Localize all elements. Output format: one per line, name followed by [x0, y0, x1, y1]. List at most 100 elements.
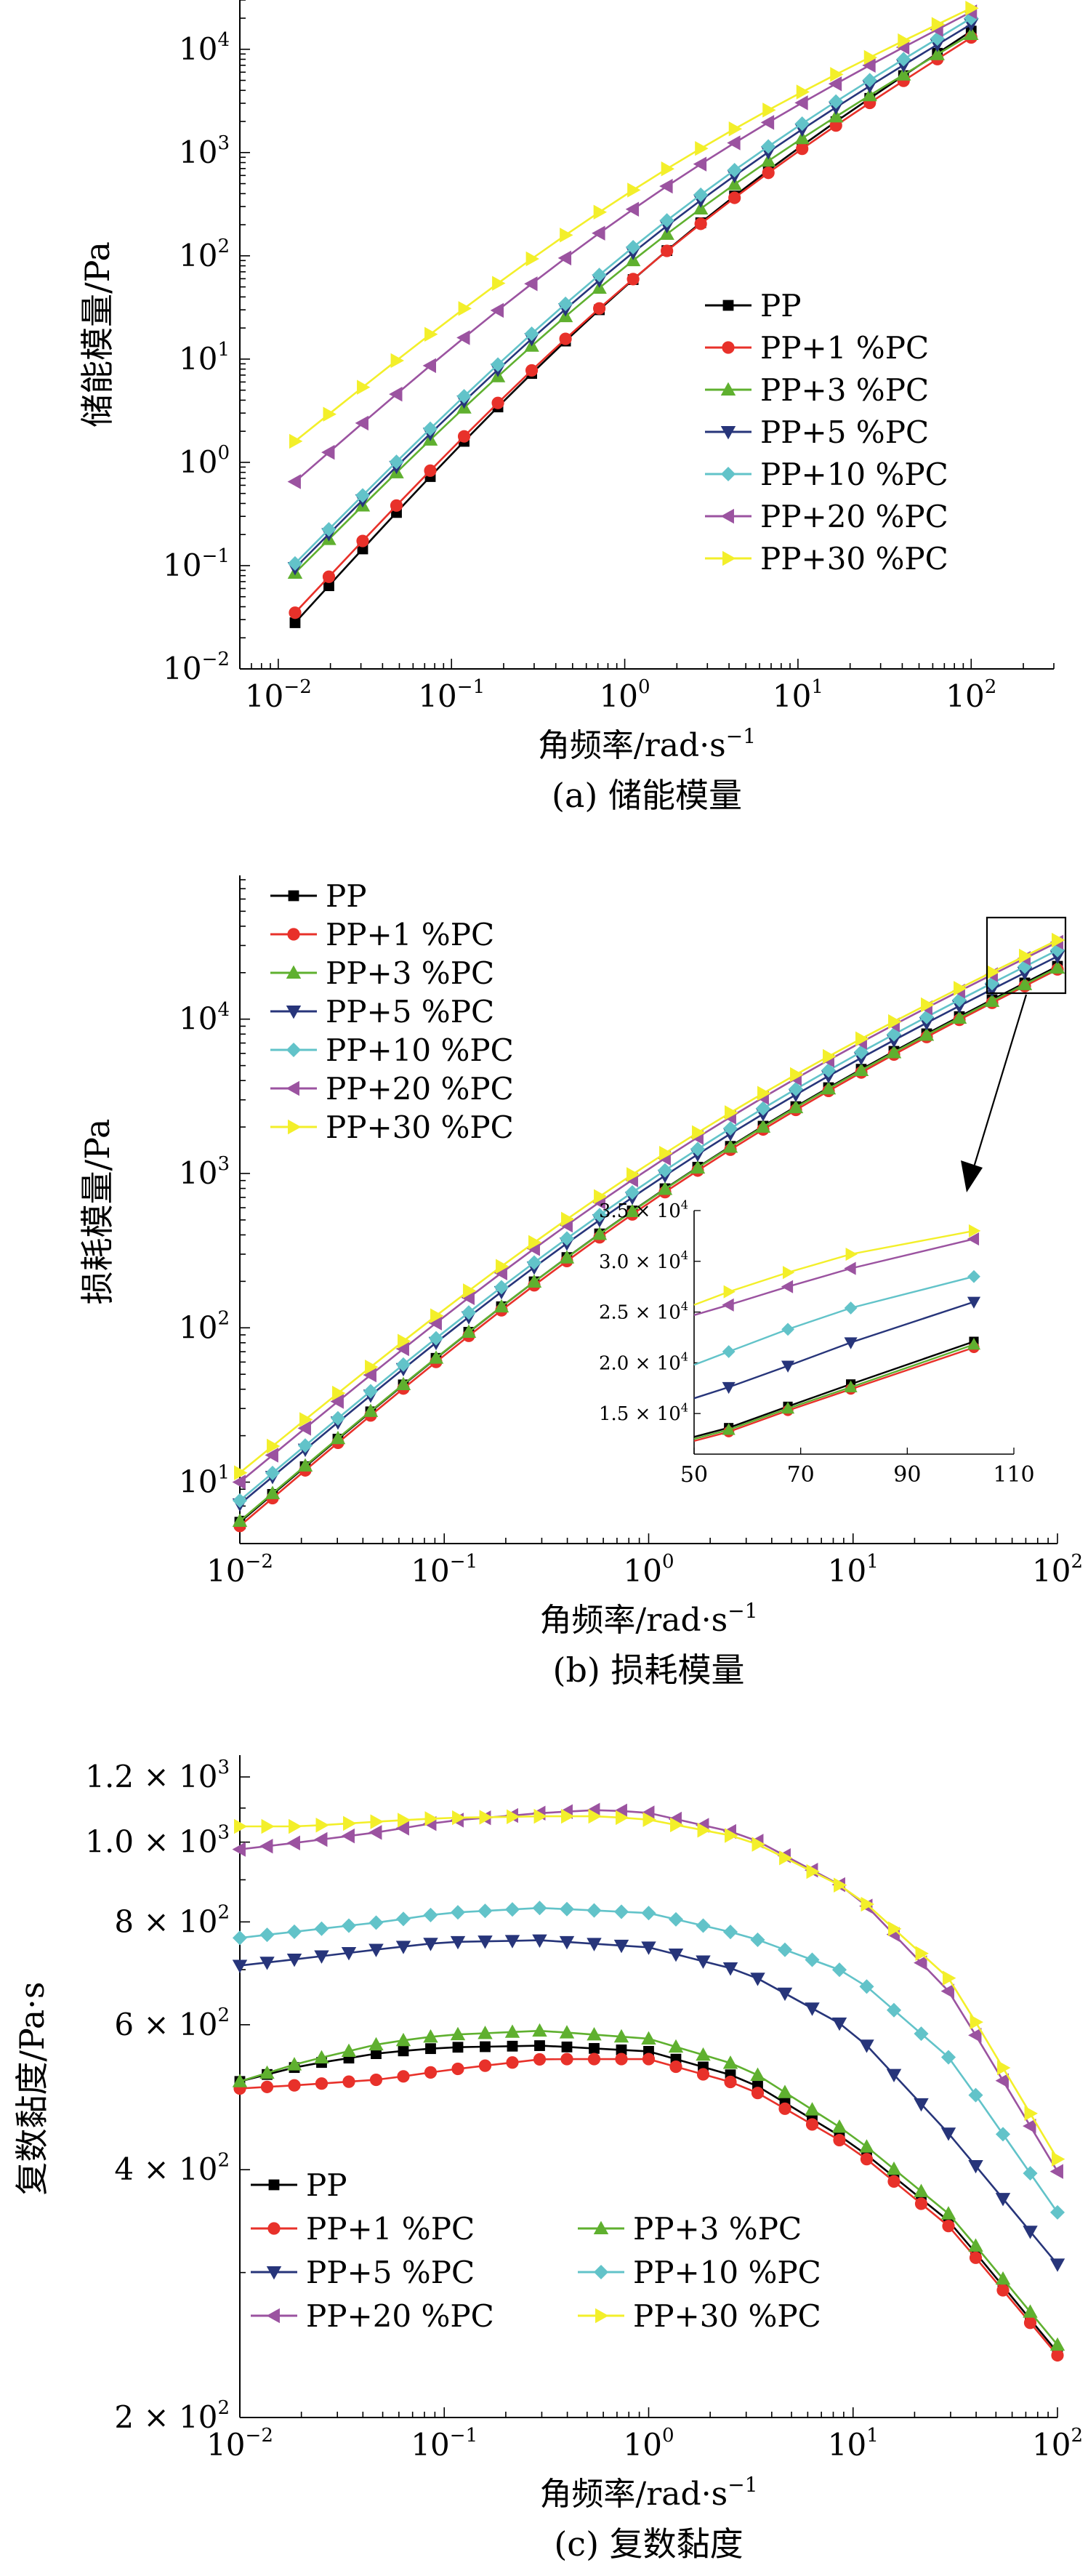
inset-series-pp-plus-3pct-pc [693, 1337, 981, 1440]
panel-c-point [942, 2220, 955, 2233]
panel-b-point [1052, 932, 1065, 948]
panel-c-point [587, 1903, 602, 1918]
panel-c-point [722, 1925, 738, 1940]
panel-c-point [968, 2087, 983, 2103]
panel-c-point [997, 2060, 1011, 2076]
panel-b-y-tick-label: 102 [179, 1307, 230, 1345]
panel-c-point [751, 2087, 765, 2100]
panel-b-legend-marker [288, 1119, 302, 1135]
panel-c-point [477, 1903, 493, 1919]
panel-a-point [525, 364, 539, 377]
panel-c-point [1049, 2164, 1063, 2179]
panel-c-point [232, 2074, 248, 2087]
panel-c-legend-label: PP+5 %PC [306, 2255, 475, 2290]
panel-a-legend-label: PP+3 %PC [760, 372, 929, 408]
zoom-box [986, 916, 1067, 995]
panel-b-point [493, 1280, 509, 1295]
panel-c-point [423, 1907, 438, 1922]
panel-c-point [368, 1915, 384, 1930]
panel-c-point [750, 1932, 765, 1947]
panel-c-y-tick-label: 4 × 102 [114, 2149, 230, 2187]
panel-b-series-pp-plus-3pct-pc [232, 960, 1065, 1527]
panel-a-point [457, 430, 471, 443]
panel-a-point [289, 433, 303, 449]
panel-c-point [834, 1877, 847, 1893]
panel-a-point [760, 153, 776, 167]
panel-c-legend-marker [595, 2308, 609, 2324]
panel-b-point [265, 1485, 281, 1499]
panel-c-point [424, 1811, 438, 1826]
inset-point [844, 1380, 858, 1392]
panel-c-point [368, 2037, 384, 2051]
panel-a-point [287, 555, 303, 571]
panel-c-point [341, 1828, 355, 1844]
inset-point [781, 1280, 794, 1293]
panel-b-y-tick-label: 104 [179, 999, 230, 1037]
panel-c-x-tick-label: 102 [1032, 2425, 1083, 2463]
panel-c-point [587, 2027, 602, 2041]
panel-c-x-label: 角频率/rad·s−1 [539, 2473, 757, 2513]
panel-a-legend-marker [722, 300, 734, 311]
panel-b-point [330, 1430, 346, 1445]
panel-a-x-tick-label: 102 [946, 676, 996, 714]
inset-line [693, 1340, 975, 1438]
panel-a-point [727, 135, 741, 151]
panel-c-series-pp-plus-5pct-pc [232, 1934, 1065, 2272]
panel-b-point [888, 1014, 902, 1030]
panel-c-point [286, 1835, 300, 1850]
inset-point [722, 1381, 736, 1395]
panel-a-point [898, 33, 911, 49]
panel-c-y-tick-label: 1.2 × 103 [85, 1757, 230, 1794]
panel-c-point [587, 1938, 602, 1951]
panel-a-point [896, 67, 911, 81]
panel-a-caption: (a) 储能模量 [552, 776, 742, 815]
panel-b-point [690, 1160, 706, 1174]
panel-a-point [560, 228, 573, 243]
inset-point [722, 1298, 734, 1312]
panel-c-point [561, 2041, 573, 2053]
panel-b-legend-label: PP+1 %PC [326, 917, 494, 952]
panel-c-point [940, 1983, 954, 1999]
inset-x-tick-label: 90 [893, 1462, 921, 1488]
panel-b-point [823, 1048, 837, 1064]
panel-c-legend-marker [268, 2179, 280, 2191]
panel-c-y-tick-label: 2 × 102 [114, 2397, 230, 2435]
panel-b-point [526, 1255, 542, 1270]
panel-c-point [560, 2053, 573, 2066]
panel-c-point [831, 2119, 847, 2133]
panel-b-legend-label: PP+30 %PC [326, 1110, 514, 1145]
panel-c-point [1049, 2258, 1065, 2272]
panel-b-point [592, 1226, 608, 1240]
panel-b-y-tick-label: 101 [179, 1462, 230, 1500]
panel-a-point [626, 239, 641, 255]
panel-a-point [593, 204, 608, 220]
panel-b-point [363, 1403, 379, 1417]
panel-b-x-tick-label: 10−2 [206, 1551, 273, 1589]
panel-c-point [314, 2050, 329, 2063]
panel-c-point [342, 2075, 355, 2088]
panel-b-point [428, 1350, 444, 1364]
panel-a-y-tick-label: 102 [179, 236, 230, 273]
inset-point [967, 1232, 980, 1246]
panel-c-point [969, 2251, 983, 2264]
panel-a-point [592, 268, 607, 283]
panel-b-point [725, 1105, 738, 1120]
panel-b-point [561, 1211, 575, 1227]
panel-b-point [330, 1394, 344, 1409]
panel-c-point [450, 1905, 466, 1920]
panel-a-point [931, 17, 946, 32]
panel-b-x-tick-label: 102 [1032, 1551, 1083, 1589]
panel-b-legend-marker [286, 1042, 302, 1058]
panel-b-point [886, 1027, 902, 1042]
panel-b-point [954, 981, 967, 996]
panel-c-point [995, 2271, 1011, 2285]
panel-c-point [1051, 2348, 1064, 2362]
panel-c-legend-label: PP+3 %PC [633, 2211, 802, 2247]
panel-c-point [559, 1901, 575, 1917]
panel-a-point [727, 162, 742, 178]
panel-b-legend-marker [287, 928, 300, 941]
panel-c-legend-marker [267, 2222, 281, 2235]
panel-a-legend-marker [722, 341, 735, 354]
panel-b-point [788, 1099, 804, 1114]
